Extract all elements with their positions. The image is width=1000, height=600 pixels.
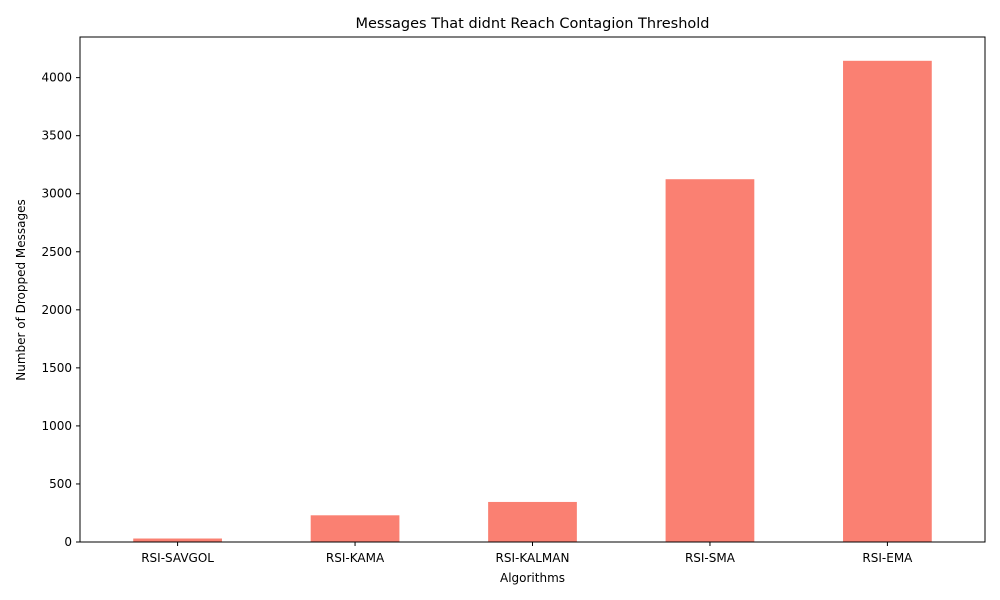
plot-area-frame	[79, 36, 986, 543]
y-tick-label: 2000	[41, 303, 72, 317]
y-tick-label: 3000	[41, 187, 72, 201]
bar-rsi-sma	[665, 179, 755, 542]
y-tick-label: 4000	[41, 71, 72, 85]
bar-rsi-kama	[310, 515, 400, 542]
y-tick-label: 500	[49, 477, 72, 491]
x-axis-ticks: RSI-SAVGOL RSI-KAMA RSI-KALMAN RSI-SMA RSI-E…	[141, 542, 913, 565]
bar-rsi-ema	[843, 60, 932, 542]
x-tick-label: RSI-SAVGOL	[141, 551, 214, 565]
bar-rsi-kalman	[488, 501, 577, 542]
bar-rsi-savgol	[133, 538, 222, 542]
y-axis-label: Number of Dropped Messages	[14, 199, 28, 381]
y-axis-ticks: 0 500 1000 1500 2000 2500 3000 3500 4000	[41, 71, 80, 549]
y-tick-label: 3500	[41, 129, 72, 143]
x-tick-label: RSI-SMA	[685, 551, 736, 565]
x-tick-label: RSI-KALMAN	[496, 551, 570, 565]
bars-group	[133, 60, 932, 542]
x-tick-label: RSI-EMA	[862, 551, 913, 565]
x-axis-label: Algorithms	[500, 571, 565, 585]
y-tick-label: 1500	[41, 361, 72, 375]
y-tick-label: 1000	[41, 419, 72, 433]
x-tick-label: RSI-KAMA	[326, 551, 385, 565]
y-tick-label: 2500	[41, 245, 72, 259]
y-tick-label: 0	[64, 535, 72, 549]
chart-title: Messages That didnt Reach Contagion Thre…	[356, 16, 710, 32]
